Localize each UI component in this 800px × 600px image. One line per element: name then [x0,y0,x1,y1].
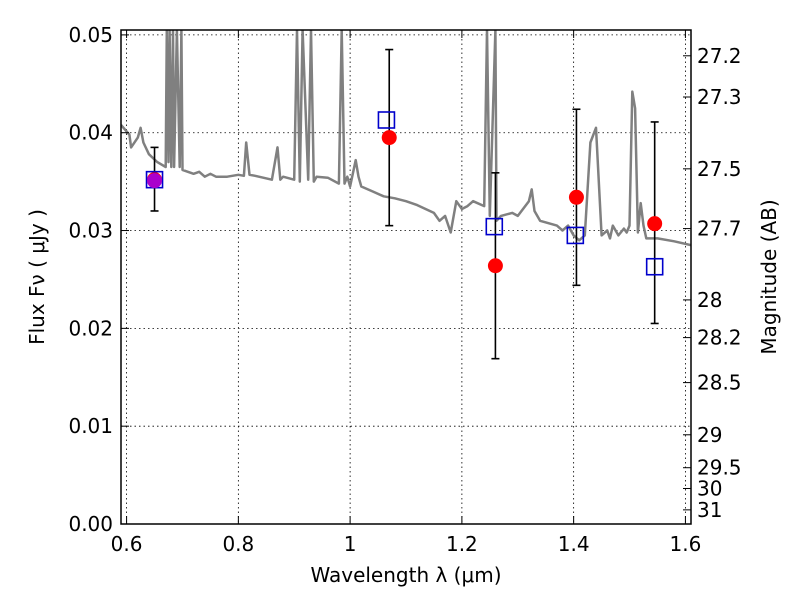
mag-tick-label: 31 [697,498,722,522]
y-tick-label: 0.01 [68,414,113,438]
model-point [645,257,664,276]
x-axis-title: Wavelength λ (μm) [310,563,501,587]
mag-tick-label: 28.5 [697,371,742,395]
x-tick-label: 0.8 [222,532,254,556]
mag-tick-label: 27.3 [697,85,742,109]
y-tick-label: 0.04 [68,121,113,145]
data-point [487,258,503,274]
data-point [381,130,397,146]
plot-frame [120,29,692,525]
axis-ticks: 0.6 0.8 1 1.2 1.4 1.6 0.00 0.01 0.02 0.03 0.04 0.05… [68,23,741,556]
x-tick-label: 1.4 [558,532,590,556]
data-point [568,189,584,205]
x-tick-label: 1.6 [670,532,702,556]
mag-tick-label: 27.2 [697,44,742,68]
plot-area [121,30,691,360]
y-tick-label: 0.02 [68,316,113,340]
mag-tick-label: 30 [697,476,722,500]
model-point [485,217,504,236]
mag-tick-label: 28.2 [697,326,742,350]
y-tick-label: 0.03 [68,219,113,243]
y2-axis-title: Magnitude (AB) [757,199,781,354]
x-tick-label: 1 [344,532,357,556]
mag-tick-label: 27.5 [697,157,742,181]
mag-tick-label: 27.7 [697,217,742,241]
y-axis-title: Flux Fν ( μJy ) [25,209,49,345]
spectrum-line [121,30,691,247]
model-point [377,111,396,129]
data-point [147,173,163,189]
mag-tick-label: 29.5 [697,456,742,480]
mag-tick-label: 28 [697,288,722,312]
model-point [566,226,585,245]
data-point [647,216,663,232]
y-tick-label: 0.00 [68,512,113,536]
mag-tick-label: 29 [697,423,722,447]
x-tick-label: 0.6 [111,532,143,556]
x-tick-label: 1.2 [446,532,478,556]
y-tick-label: 0.05 [68,23,113,47]
